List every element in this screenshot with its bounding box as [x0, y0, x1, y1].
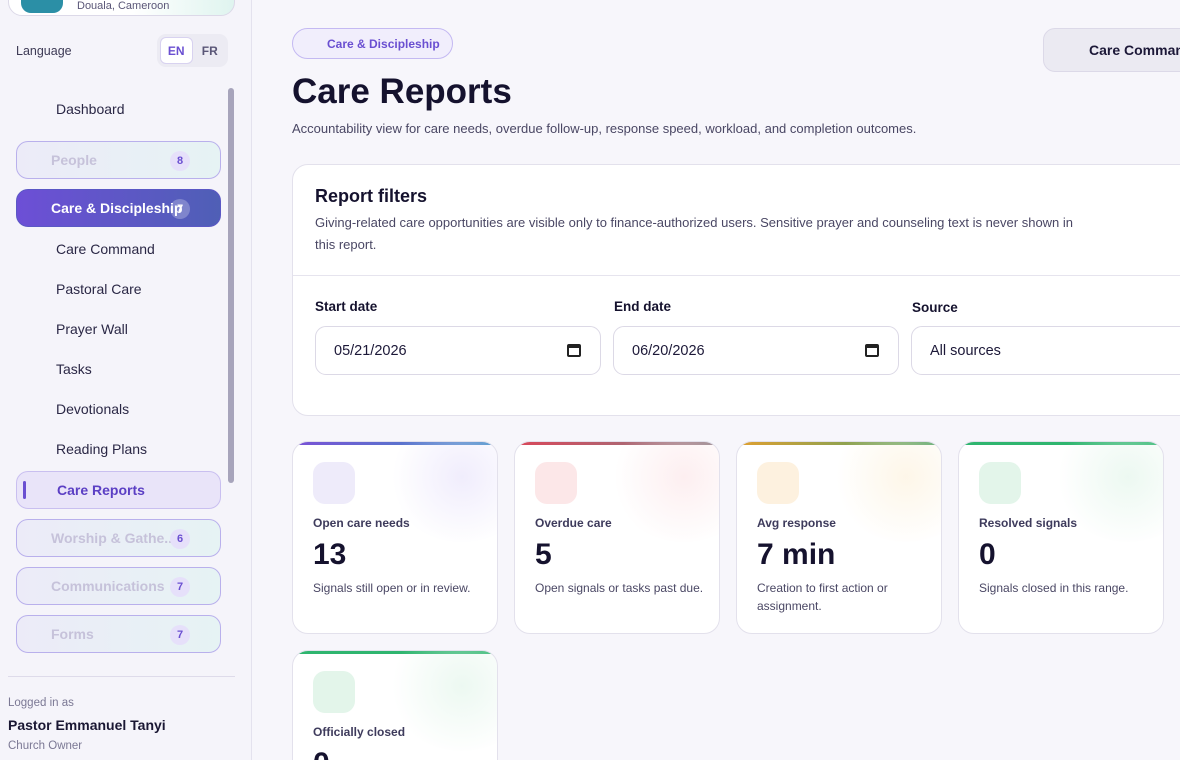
divider [293, 275, 1180, 276]
lang-en-button[interactable]: EN [160, 37, 193, 64]
card-value: 7 min [757, 538, 836, 571]
card-label: Officially closed [313, 725, 406, 739]
sidebar-item-prayer-wall[interactable]: Prayer Wall [56, 321, 128, 337]
source-label: Source [912, 300, 958, 315]
card-accent-bar [959, 442, 1163, 445]
source-value: All sources [930, 342, 1001, 359]
count-badge: 7 [170, 577, 190, 597]
sidebar-group-label: Worship & Gathe... [51, 530, 176, 546]
logged-in-label: Logged in as [8, 697, 74, 709]
sidebar-item-dashboard[interactable]: Dashboard [56, 101, 125, 117]
card-value: 0 [979, 538, 996, 571]
count-badge: 8 [170, 151, 190, 171]
filters-note: Giving-related care opportunities are vi… [315, 215, 1074, 252]
church-location: Douala, Cameroon [77, 0, 170, 12]
metric-card-avg-response: Avg response 7 min Creation to first act… [736, 441, 942, 634]
care-command-button[interactable]: Care Command [1043, 28, 1180, 72]
card-note: Signals closed in this range. [979, 581, 1129, 595]
church-card[interactable]: Douala, Cameroon [8, 0, 235, 16]
active-indicator [23, 481, 26, 499]
card-label: Open care needs [313, 516, 410, 530]
count-badge: 7 [170, 199, 190, 219]
start-date-value: 05/21/2026 [334, 342, 407, 359]
count-badge: 7 [170, 625, 190, 645]
report-filters-panel: Report filters Giving-related care oppor… [292, 164, 1180, 416]
resolved-icon [979, 462, 1021, 504]
care-needs-icon [313, 462, 355, 504]
sidebar-group-forms[interactable]: Forms 7 [16, 615, 221, 653]
sidebar-scrollbar[interactable] [228, 88, 234, 483]
sidebar-group-worship[interactable]: Worship & Gathe... 6 [16, 519, 221, 557]
metric-card-overdue-care: Overdue care 5 Open signals or tasks pas… [514, 441, 720, 634]
card-accent-bar [293, 442, 497, 445]
sidebar-item-devotionals[interactable]: Devotionals [56, 401, 130, 417]
card-accent-bar [737, 442, 941, 445]
user-name: Pastor Emmanuel Tanyi [8, 717, 166, 733]
card-glow [609, 442, 719, 542]
card-accent-bar [293, 651, 497, 654]
sidebar-group-people[interactable]: People 8 [16, 141, 221, 179]
end-date-value: 06/20/2026 [632, 342, 705, 359]
card-value: 0 [313, 747, 330, 760]
card-label: Overdue care [535, 516, 612, 530]
sidebar-item-care-command[interactable]: Care Command [56, 241, 155, 257]
card-glow [831, 442, 941, 542]
sidebar-group-communications[interactable]: Communications 7 [16, 567, 221, 605]
card-accent-bar [515, 442, 719, 445]
language-switcher: Language EN FR [16, 34, 228, 68]
card-note: Open signals or tasks past due. [535, 581, 704, 595]
language-label: Language [16, 44, 72, 58]
lang-fr-button[interactable]: FR [201, 43, 218, 58]
start-date-label: Start date [315, 299, 378, 314]
end-date-input[interactable]: 06/20/2026 [613, 326, 899, 375]
card-note: Signals still open or in review. [313, 581, 471, 595]
end-date-label: End date [614, 299, 672, 314]
sidebar-group-care-discipleship[interactable]: Care & Discipleship 7 [16, 189, 221, 227]
sidebar-group-label: Forms [51, 626, 94, 642]
sidebar-item-reading-plans[interactable]: Reading Plans [56, 441, 148, 457]
sidebar: Douala, Cameroon Language EN FR Dashboar… [0, 0, 252, 760]
language-toggle: EN FR [157, 34, 228, 67]
sidebar-group-label: Communications [51, 578, 165, 594]
metric-card-resolved-signals: Resolved signals 0 Signals closed in thi… [958, 441, 1164, 634]
sidebar-group-label: People [51, 152, 97, 168]
closed-icon [313, 671, 355, 713]
metric-card-officially-closed: Officially closed 0 [292, 650, 498, 760]
page-title: Care Reports [292, 72, 512, 111]
breadcrumb[interactable]: Care & Discipleship [292, 28, 453, 59]
sidebar-item-label: Care Reports [57, 482, 145, 498]
card-value: 5 [535, 538, 552, 571]
sidebar-group-label: Care & Discipleship [51, 200, 183, 216]
source-select[interactable]: All sources [911, 326, 1180, 375]
card-note: Creation to first action or assignment. [757, 581, 888, 613]
church-logo [21, 0, 63, 13]
card-label: Avg response [757, 516, 836, 530]
sidebar-item-tasks[interactable]: Tasks [56, 361, 92, 377]
metric-card-open-care-needs: Open care needs 13 Signals still open or… [292, 441, 498, 634]
sidebar-item-care-reports[interactable]: Care Reports [16, 471, 221, 509]
filters-title: Report filters [315, 186, 428, 206]
calendar-icon[interactable] [567, 344, 581, 357]
start-date-input[interactable]: 05/21/2026 [315, 326, 601, 375]
user-role: Church Owner [8, 740, 83, 752]
calendar-icon[interactable] [865, 344, 879, 357]
response-time-icon [757, 462, 799, 504]
card-label: Resolved signals [979, 516, 1078, 530]
count-badge: 6 [170, 529, 190, 549]
card-value: 13 [313, 538, 347, 571]
overdue-icon [535, 462, 577, 504]
sidebar-item-pastoral-care[interactable]: Pastoral Care [56, 281, 142, 297]
page-subtitle: Accountability view for care needs, over… [292, 121, 917, 136]
divider [8, 676, 235, 677]
